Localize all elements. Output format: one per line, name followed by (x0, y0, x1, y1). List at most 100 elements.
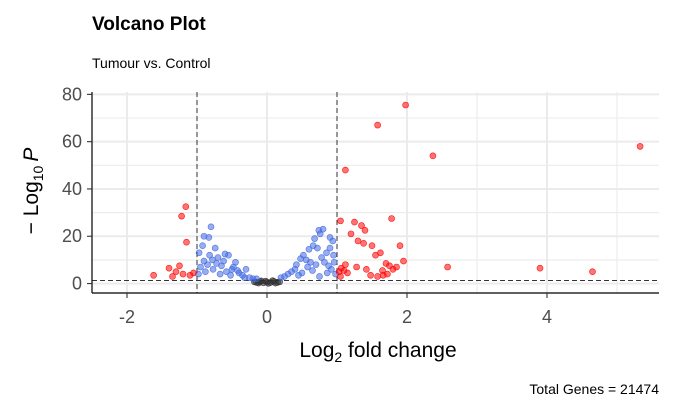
data-point-p-only (220, 257, 227, 265)
data-point-p-only (199, 242, 206, 250)
data-point-p-only (330, 251, 337, 259)
data-point-p-only (311, 235, 318, 242)
data-point-significant (396, 242, 404, 250)
data-point-p-only (209, 266, 217, 273)
data-point-significant (354, 237, 362, 245)
data-point-significant (429, 152, 437, 160)
data-point-p-only (211, 244, 219, 252)
data-point-significant (368, 242, 376, 250)
data-point-p-only (241, 274, 248, 281)
y-label-sub: 10 (30, 165, 46, 181)
y-label-p: P (20, 148, 43, 162)
data-point-significant (536, 264, 544, 272)
y-tick-label: 0 (72, 274, 82, 294)
data-point-significant (358, 222, 365, 229)
data-point-p-only (314, 244, 321, 252)
x-tick-label: 0 (262, 307, 272, 327)
data-point-significant (361, 227, 369, 234)
data-point-p-only (277, 274, 285, 281)
data-point-significant (179, 270, 187, 278)
data-point-p-only (305, 245, 313, 253)
data-point-p-only (316, 230, 324, 238)
x-axis-label: Log2 fold change (299, 339, 456, 365)
data-point-significant (636, 143, 644, 150)
data-point-p-only (195, 249, 203, 257)
data-point-p-only (207, 223, 215, 231)
x-tick-label: -2 (119, 307, 135, 327)
data-point-p-only (197, 263, 204, 271)
data-point-p-only (253, 275, 260, 283)
data-point-significant (374, 273, 381, 280)
y-axis-label: − Log10 P (20, 148, 46, 235)
data-point-p-only (326, 234, 334, 241)
data-point-significant (400, 257, 407, 265)
x-label-sub: 2 (334, 349, 342, 365)
data-point-p-only (213, 260, 220, 267)
data-point-p-only (304, 263, 311, 271)
y-tick-label: 40 (62, 179, 82, 199)
cutoff-lines (92, 92, 659, 293)
data-point-significant (342, 166, 349, 174)
x-label-rest: fold change (342, 339, 456, 362)
data-point-significant (337, 217, 344, 225)
data-point-not-significant (262, 277, 269, 285)
data-point-significant (165, 264, 173, 272)
data-point-p-only (323, 269, 331, 277)
data-point-p-only (330, 258, 338, 266)
data-point-significant (444, 263, 451, 271)
data-point-p-only (202, 268, 209, 276)
data-point-significant (150, 271, 157, 279)
data-point-p-only (321, 258, 328, 266)
x-tick-label: 2 (402, 307, 412, 327)
x-ticks: -2 0 2 4 (119, 293, 552, 327)
data-point-significant (589, 268, 596, 276)
data-point-significant (402, 101, 409, 109)
data-point-significant (344, 269, 351, 277)
y-ticks: 0 20 40 60 80 (62, 84, 92, 294)
data-point-p-only (234, 267, 241, 274)
data-point-significant (351, 218, 358, 226)
data-point-p-only (225, 251, 232, 259)
data-point-p-only (204, 261, 211, 268)
chart-caption: Total Genes = 21474 (529, 381, 659, 397)
data-point-significant (337, 264, 345, 272)
data-point-p-only (216, 270, 224, 278)
data-point-p-only (205, 234, 213, 241)
data-point-p-only (227, 271, 234, 279)
data-point-significant (372, 251, 379, 259)
data-points (150, 101, 644, 287)
chart-title: Volcano Plot (92, 14, 206, 35)
data-point-p-only (214, 254, 222, 261)
data-point-significant (360, 240, 367, 247)
x-label-base: Log (299, 339, 334, 362)
data-point-p-only (326, 244, 334, 252)
data-point-p-only (316, 273, 323, 280)
data-point-significant (190, 269, 197, 277)
data-point-significant (367, 271, 374, 279)
y-tick-label: 80 (62, 84, 82, 104)
data-point-significant (389, 266, 397, 273)
axes (91, 92, 659, 294)
gridlines (92, 92, 659, 293)
data-point-significant (169, 273, 176, 280)
data-point-significant (178, 212, 185, 220)
y-label-pre: − Log (20, 181, 43, 234)
chart-subtitle: Tumour vs. Control (92, 55, 211, 71)
data-point-p-only (312, 261, 320, 268)
data-point-p-only (323, 249, 330, 257)
data-point-significant (172, 268, 180, 276)
data-point-significant (379, 271, 387, 279)
data-point-significant (176, 262, 183, 270)
data-point-significant (182, 203, 190, 210)
data-point-significant (374, 121, 381, 129)
data-point-p-only (206, 251, 213, 259)
data-point-p-only (309, 267, 316, 274)
data-point-significant (347, 230, 355, 238)
data-point-p-only (295, 271, 302, 279)
data-point-p-only (230, 263, 237, 271)
data-point-p-only (297, 255, 304, 263)
data-point-significant (363, 266, 370, 273)
data-point-p-only (328, 266, 335, 273)
y-tick-label: 20 (62, 226, 82, 246)
